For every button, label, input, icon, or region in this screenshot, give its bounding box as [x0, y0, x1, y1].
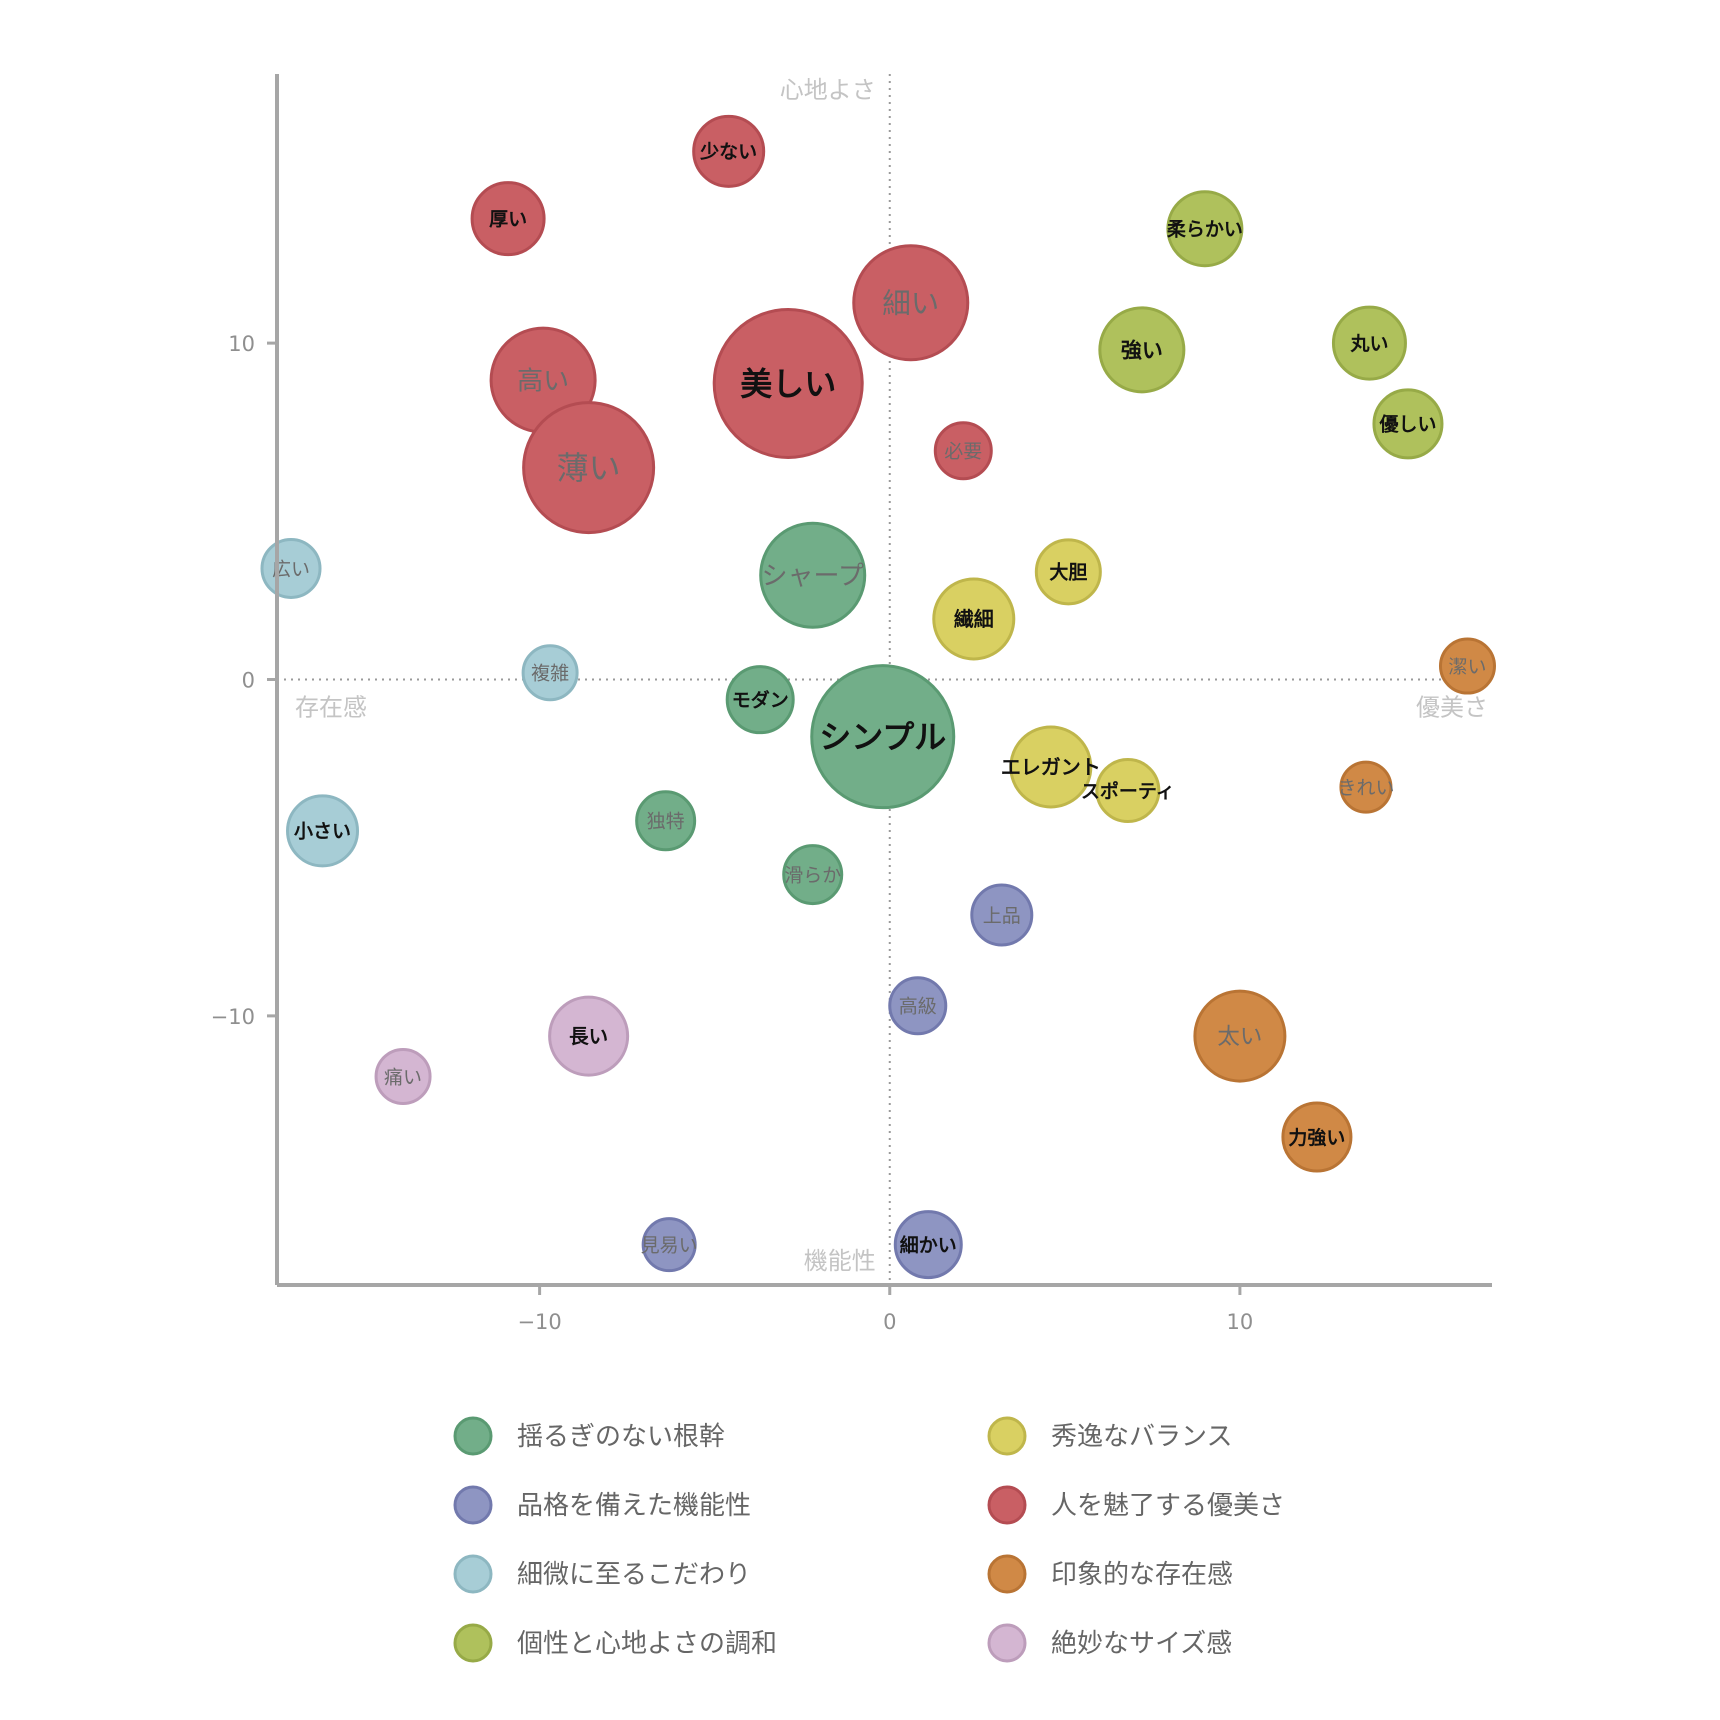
bubble-point [1095, 758, 1161, 824]
bubble-point [1098, 306, 1186, 394]
legend-swatch [453, 1416, 493, 1456]
bubble-point [893, 1210, 963, 1280]
bubble-label: 強い [1121, 338, 1163, 362]
bubble-label: 長い [569, 1025, 608, 1048]
bubble-point [692, 114, 766, 188]
bubbles-layer [260, 114, 1496, 1280]
legend-label: 細微に至るこだわり [517, 1560, 751, 1590]
legend-label: 揺るぎのない根幹 [517, 1422, 725, 1452]
bubble-label: 力強い [1288, 1126, 1345, 1149]
legend-label: 秀逸なバランス [1051, 1422, 1232, 1452]
bubble-label: 大胆 [1049, 561, 1087, 584]
bubble-label: 必要 [944, 441, 982, 463]
bubble-point [932, 577, 1016, 661]
bubble-label: シンプル [819, 718, 946, 756]
legend-label: 品格を備えた機能性 [517, 1491, 751, 1521]
legend-swatch [987, 1623, 1027, 1663]
legend-swatch [453, 1623, 493, 1663]
bubble-point [1009, 725, 1093, 809]
legend-swatch [987, 1554, 1027, 1594]
bubble-point [1339, 760, 1393, 814]
legend-swatch [987, 1485, 1027, 1525]
bubble-point [1372, 388, 1444, 460]
bubble-label: 丸い [1349, 333, 1388, 355]
bubble-point [635, 790, 697, 852]
x-tick-label: −10 [517, 1310, 561, 1334]
bubble-label: 柔らかい [1167, 219, 1243, 241]
bubble-point [521, 644, 579, 702]
legend-label: 個性と心地よさの調和 [517, 1629, 777, 1659]
bubble-label: 太い [1217, 1024, 1262, 1050]
bubble-label: シャープ [761, 562, 863, 592]
bubble-label: 薄い [557, 449, 621, 487]
legend-label: 人を魅了する優美さ [1051, 1491, 1285, 1521]
caption-top: 心地よさ [780, 76, 876, 104]
bubble-point [1438, 637, 1496, 695]
bubble-point [782, 844, 844, 906]
bubble-label: 細かい [900, 1233, 957, 1256]
bubble-label: エレガント [1001, 755, 1101, 779]
zero-reference-lines [277, 74, 1492, 1285]
legend-swatch [453, 1554, 493, 1594]
bubble-label: 高い [517, 366, 569, 396]
bubble-point [933, 421, 993, 481]
bubble-point [810, 664, 956, 810]
bubble-label: きれい [1337, 777, 1394, 799]
legend-label: 印象的な存在感 [1051, 1560, 1233, 1590]
bubble-label: 優しい [1378, 413, 1436, 436]
bubble-point [759, 521, 867, 629]
x-tick-label: 0 [883, 1310, 896, 1334]
bubble-label: 独特 [647, 811, 685, 833]
bubble-point [374, 1047, 432, 1105]
bubble-label: 痛い [384, 1066, 422, 1088]
y-tick-label: 0 [242, 669, 255, 693]
y-tick-label: −10 [211, 1005, 255, 1029]
legend-label: 絶妙なサイズ感 [1051, 1629, 1232, 1659]
legend-swatch [987, 1416, 1027, 1456]
bubble-point [1193, 989, 1287, 1083]
bubble-point [725, 665, 795, 735]
bubble-label: 高級 [899, 996, 937, 1018]
bubble-label: 上品 [983, 905, 1021, 927]
axis-captions: 心地よさ 機能性 存在感 優美さ [295, 76, 1488, 1275]
bubble-label: 潔い [1448, 656, 1486, 678]
caption-right: 優美さ [1416, 694, 1488, 722]
bubble-label: 複雑 [531, 663, 569, 685]
bubble-label: 厚い [489, 208, 527, 230]
bubble-point [470, 181, 546, 257]
bubble-point [548, 995, 630, 1077]
bubble-point [286, 794, 360, 868]
bubble-label: 見易い [641, 1234, 698, 1256]
bubble-label: 細い [882, 287, 939, 320]
bubble-label: 美しい [740, 365, 836, 403]
bubble-point [888, 976, 948, 1036]
ticks: −10 0 10 10 0 −10 [211, 332, 1254, 1334]
bubble-label: 繊細 [953, 607, 994, 631]
bubble-point [1166, 190, 1244, 268]
bubble-label: 滑らか [784, 864, 841, 886]
bubble-point [852, 244, 970, 362]
bubble-point [970, 883, 1034, 947]
bubble-point [522, 401, 656, 535]
bubble-label: モダン [732, 689, 789, 712]
bubble-point [1331, 305, 1407, 381]
x-tick-label: 10 [1227, 1310, 1254, 1334]
caption-left: 存在感 [295, 694, 367, 722]
bubble-point [712, 307, 864, 459]
bubble-point [641, 1217, 697, 1273]
bubble-point [1281, 1101, 1353, 1173]
bubble-point [1034, 538, 1102, 606]
bubble-label: 少ない [699, 141, 757, 163]
y-tick-label: 10 [228, 332, 255, 356]
legend-swatch [453, 1485, 493, 1525]
bubble-label: 小さい [294, 821, 351, 843]
bubble-label: 広い [272, 558, 310, 580]
caption-bottom: 機能性 [804, 1247, 876, 1275]
bubble-label: スポーティ [1081, 779, 1175, 802]
